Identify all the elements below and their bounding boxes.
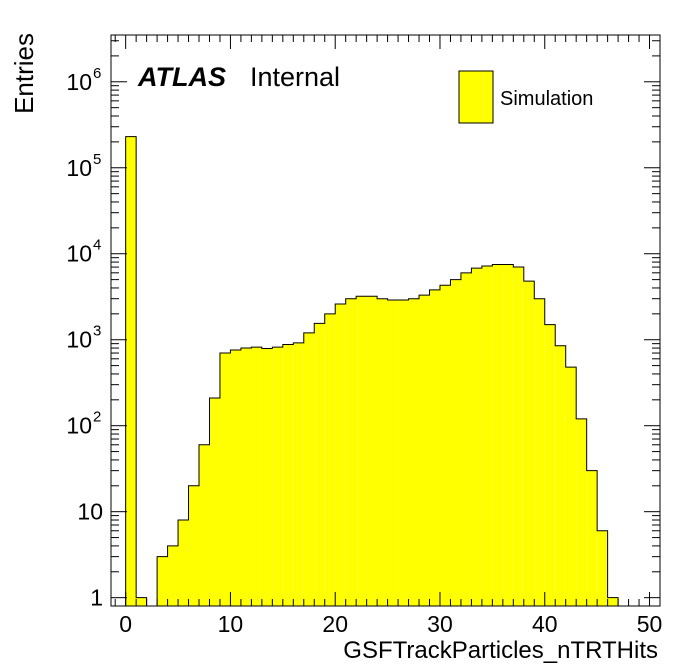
histogram-bar	[408, 298, 420, 606]
histogram-bar	[157, 556, 168, 606]
histogram-outline	[115, 136, 619, 607]
histogram-bar	[565, 367, 577, 606]
histogram-bar	[387, 299, 399, 606]
histogram-bar	[523, 281, 535, 606]
y-tick-label: 10	[66, 241, 92, 267]
histogram-bar	[188, 485, 200, 606]
histogram-bar	[178, 520, 189, 606]
histogram-bar	[555, 345, 566, 606]
histogram-bar	[513, 267, 524, 606]
x-tick-label: 10	[218, 611, 244, 637]
histogram-bar	[230, 349, 241, 606]
y-tick-label: 1	[90, 585, 103, 611]
histogram-bar	[429, 289, 440, 606]
y-tick-label: 10	[66, 413, 92, 439]
histogram-bar	[544, 324, 556, 606]
histogram-bar	[607, 597, 619, 606]
atlas-label: ATLAS	[137, 62, 226, 92]
histogram-bars	[125, 136, 619, 606]
histogram-bar	[576, 418, 587, 606]
histogram-bar	[261, 348, 273, 606]
plot-border	[110, 34, 661, 607]
y-tick-exponent: 6	[93, 65, 101, 82]
y-tick-exponent: 4	[93, 237, 101, 254]
y-axis-title: Entries	[9, 33, 39, 114]
histogram-bar	[240, 348, 252, 606]
histogram-bar	[324, 313, 336, 606]
histogram-bar	[460, 272, 472, 606]
histogram-bar	[345, 298, 357, 606]
histogram-bar	[272, 347, 283, 606]
x-tick-label: 30	[427, 611, 453, 637]
histogram-bar	[492, 264, 503, 606]
y-tick-exponent: 3	[93, 323, 101, 340]
x-tick-label: 20	[322, 611, 348, 637]
histogram-bar	[471, 268, 482, 606]
histogram-bar	[366, 296, 378, 606]
histogram-bar	[303, 332, 315, 606]
y-tick-label: 10	[66, 327, 92, 353]
histogram-bar	[219, 353, 231, 606]
y-tick-label: 10	[77, 499, 103, 525]
y-tick-exponent: 5	[93, 151, 101, 168]
histogram-bar	[377, 298, 388, 606]
histogram-bar	[209, 398, 220, 606]
x-tick-label: 50	[637, 611, 663, 637]
histogram-bar	[251, 347, 262, 606]
x-axis-title: GSFTrackParticles_nTRTHits	[343, 637, 658, 664]
histogram-bar	[335, 304, 346, 606]
x-axis-ticks: 0 10 20 30 40 50	[114, 35, 663, 637]
histogram-bar	[419, 295, 430, 606]
x-tick-label: 0	[119, 611, 132, 637]
y-tick-label: 10	[66, 69, 92, 95]
histogram-bar	[586, 470, 598, 606]
histogram-bar	[439, 285, 451, 606]
histogram-bar	[450, 279, 461, 606]
histogram-bar	[125, 136, 137, 606]
y-tick-label: 10	[66, 155, 92, 181]
histogram-bar	[293, 342, 304, 606]
histogram-bar	[282, 344, 294, 606]
legend-label: Simulation	[500, 88, 593, 110]
histogram-bar	[356, 296, 367, 606]
histogram-bar	[481, 266, 493, 606]
y-tick-exponent: 2	[93, 409, 101, 426]
x-tick-label: 40	[532, 611, 558, 637]
legend-swatch	[458, 70, 494, 124]
histogram-bar	[502, 264, 514, 606]
internal-label: Internal	[250, 62, 340, 92]
histogram-bar	[398, 299, 409, 606]
histogram-bar	[199, 444, 210, 606]
histogram-bar	[534, 298, 545, 606]
histogram-bar	[167, 545, 179, 606]
histogram-bar	[314, 323, 325, 606]
histogram-bar	[136, 597, 147, 606]
histogram-bar	[597, 530, 608, 606]
